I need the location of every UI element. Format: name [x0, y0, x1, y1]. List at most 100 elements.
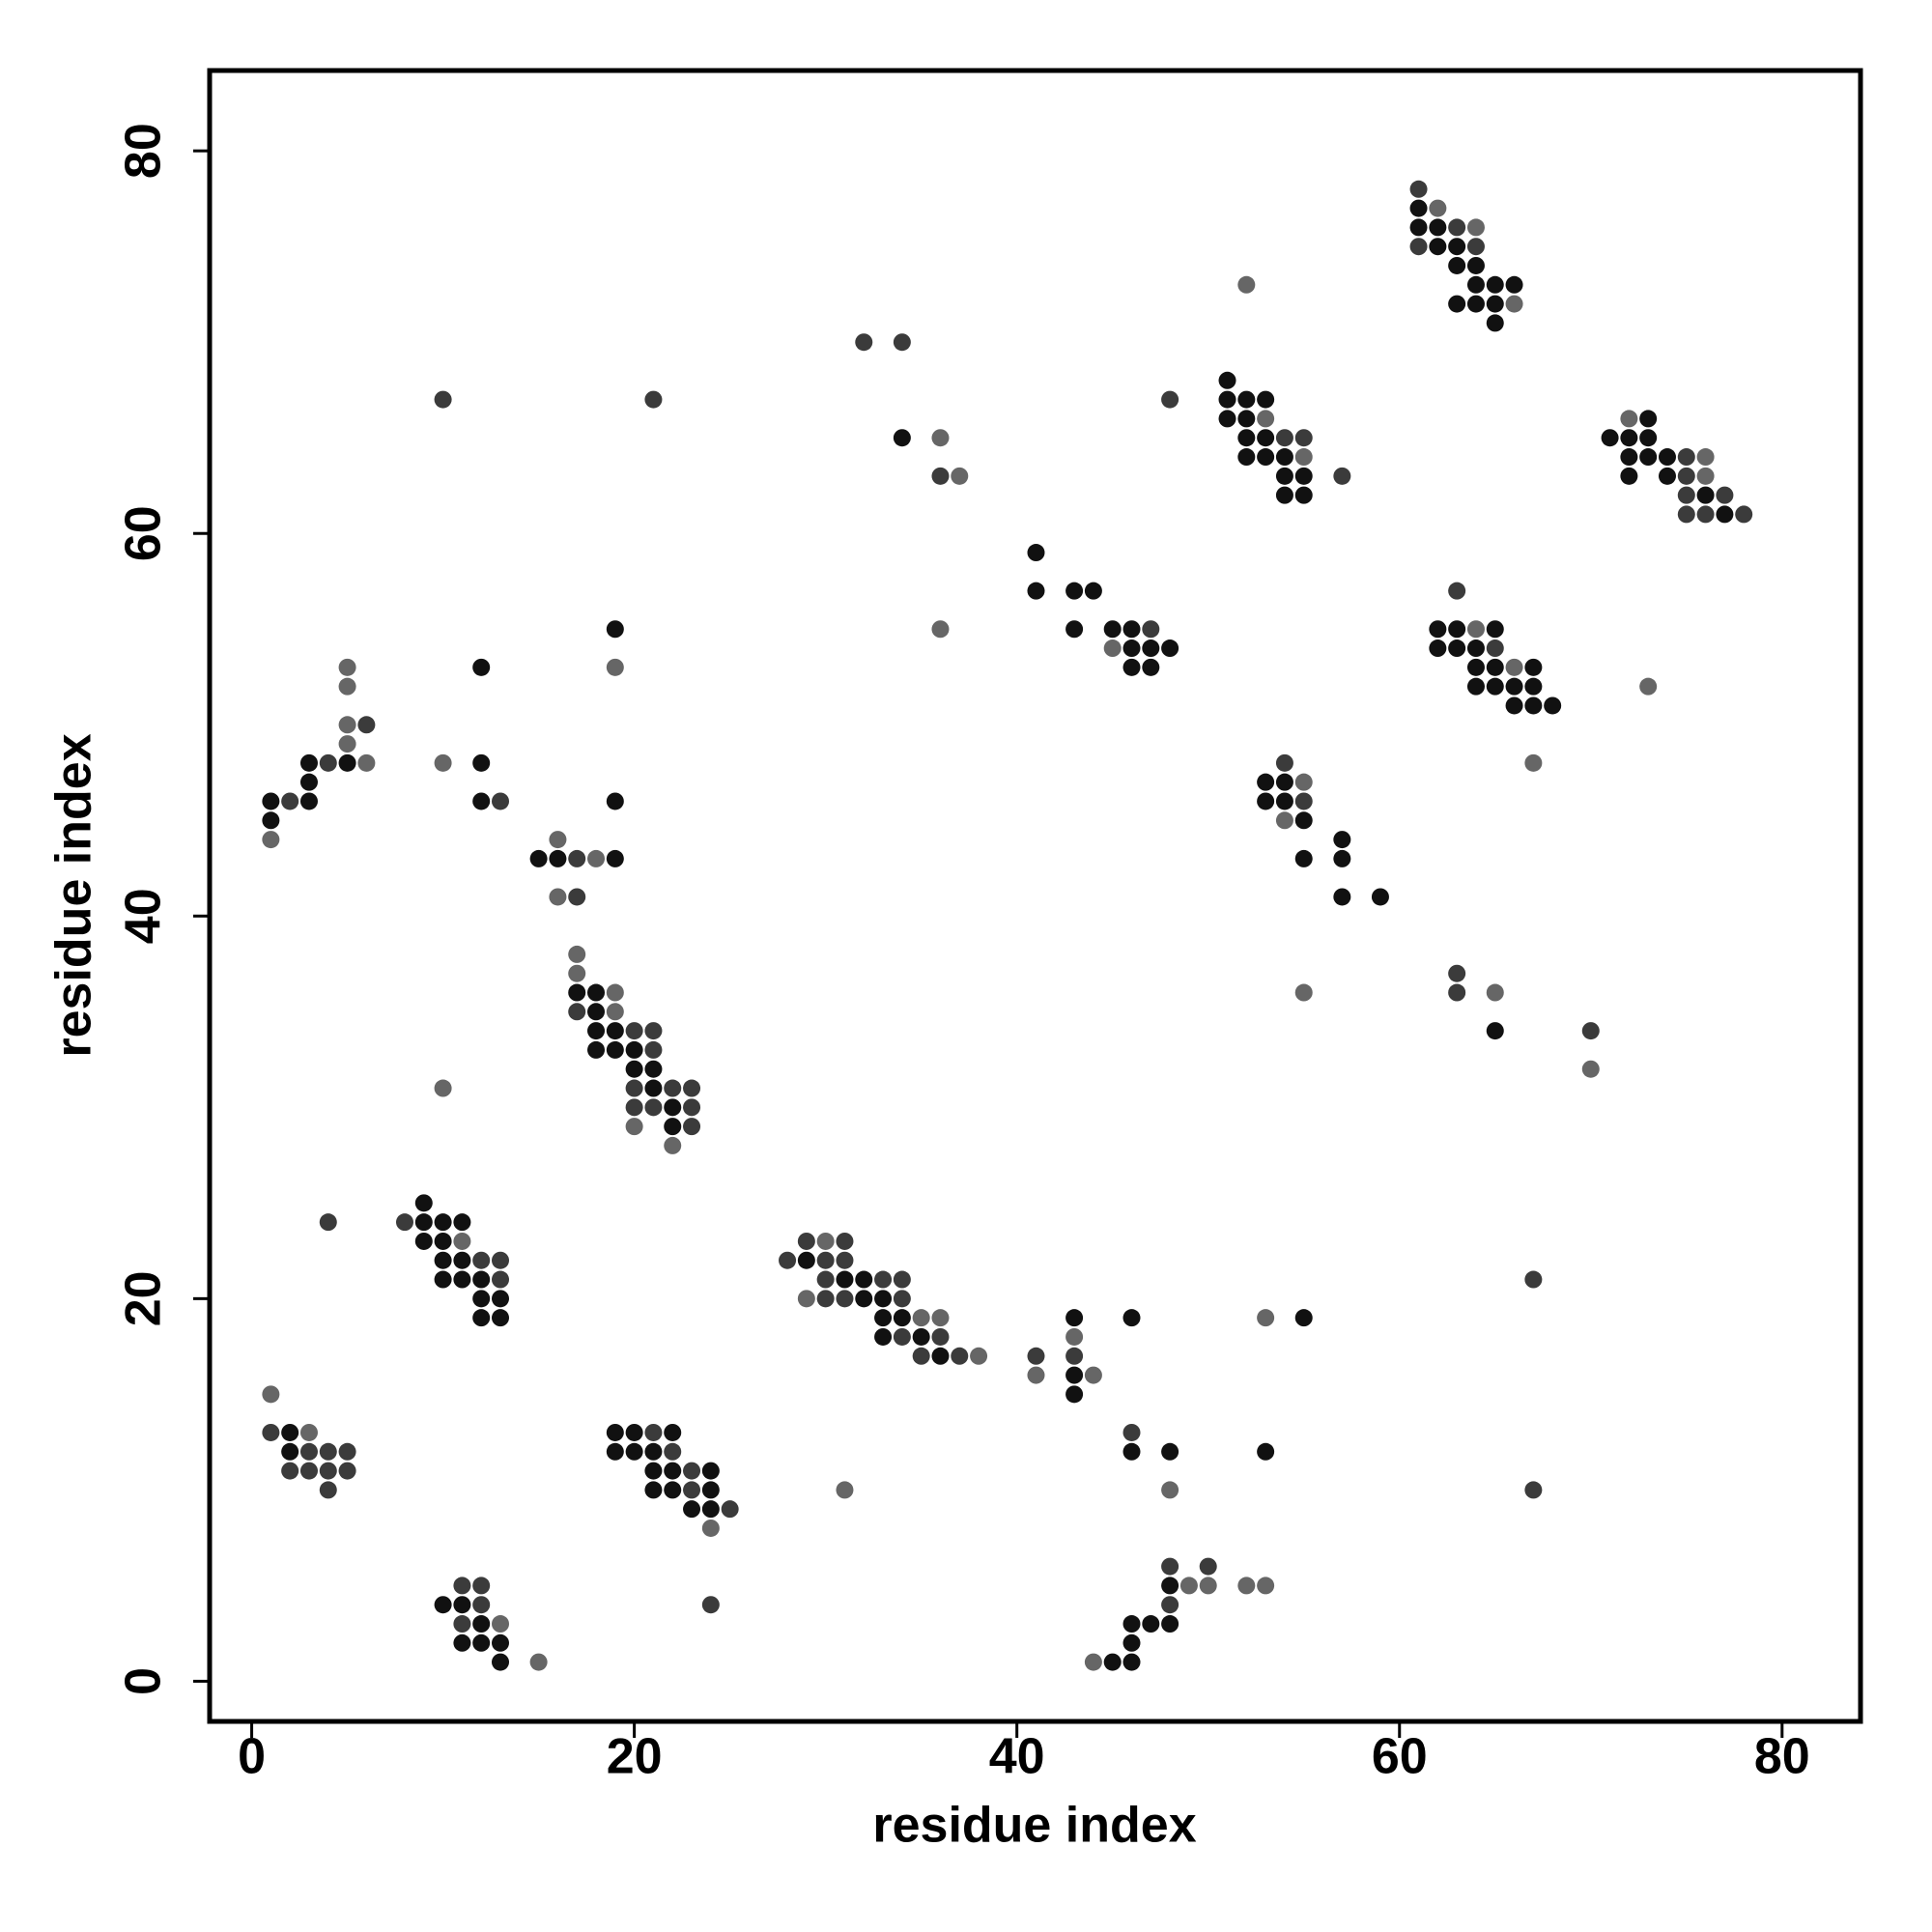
point [1524, 1481, 1543, 1499]
point [1639, 410, 1658, 428]
point [1179, 1577, 1198, 1595]
point [1065, 1309, 1084, 1327]
point [1122, 1634, 1141, 1652]
point [1677, 448, 1695, 467]
point [281, 1462, 299, 1480]
point [893, 1290, 911, 1308]
point [931, 429, 950, 447]
point [1716, 486, 1734, 504]
point [1027, 1347, 1045, 1365]
point [1466, 677, 1485, 696]
point [299, 1462, 318, 1480]
point [1429, 238, 1447, 256]
point [472, 1290, 491, 1308]
point [434, 753, 452, 772]
point [1237, 429, 1256, 447]
point [644, 1481, 663, 1499]
point [683, 1079, 701, 1097]
point [299, 792, 318, 810]
point [1294, 983, 1313, 1002]
point [568, 945, 586, 963]
point [434, 390, 452, 409]
point [338, 735, 356, 753]
point [779, 1251, 797, 1269]
point [1237, 1577, 1256, 1595]
point [1065, 1366, 1084, 1384]
point [319, 1462, 337, 1480]
point [1639, 448, 1658, 467]
y-tick-label: 60 [116, 505, 172, 561]
point [568, 888, 586, 906]
point [1294, 1309, 1313, 1327]
plot-frame [207, 68, 1863, 1724]
point [492, 1251, 510, 1269]
point [664, 1098, 682, 1117]
point [1294, 448, 1313, 467]
point [338, 677, 356, 696]
point [262, 811, 280, 830]
point [1122, 639, 1141, 658]
point [1429, 639, 1447, 658]
point [262, 1423, 280, 1441]
point [492, 792, 510, 810]
point [1122, 1653, 1141, 1671]
point [1581, 1022, 1600, 1040]
point [1122, 1615, 1141, 1634]
y-tick-label: 40 [116, 888, 172, 944]
point [1677, 505, 1695, 524]
point [1027, 582, 1045, 600]
point [797, 1232, 815, 1250]
point [836, 1290, 854, 1308]
point [664, 1423, 682, 1441]
point [414, 1232, 433, 1250]
point [529, 1653, 548, 1671]
point [1448, 256, 1466, 274]
point [1275, 753, 1293, 772]
point [644, 1079, 663, 1097]
point [644, 1423, 663, 1441]
x-tick-label: 0 [238, 1729, 266, 1785]
point [1466, 639, 1485, 658]
point [874, 1327, 893, 1346]
point [453, 1251, 471, 1269]
point [1122, 658, 1141, 676]
point [816, 1251, 835, 1269]
point [701, 1519, 720, 1537]
point [568, 983, 586, 1002]
point [299, 1442, 318, 1461]
point [1466, 620, 1485, 639]
point [1696, 467, 1715, 485]
point [1065, 1347, 1084, 1365]
point [568, 964, 586, 982]
point [1142, 658, 1160, 676]
point [836, 1481, 854, 1499]
point [453, 1270, 471, 1289]
point [1677, 467, 1695, 485]
point [664, 1462, 682, 1480]
point [1122, 620, 1141, 639]
point [1065, 582, 1084, 600]
point [893, 429, 911, 447]
point [855, 1270, 873, 1289]
point [1275, 448, 1293, 467]
point [1735, 505, 1753, 524]
point [1486, 295, 1504, 313]
point [453, 1577, 471, 1595]
x-axis-title: residue index [872, 1798, 1196, 1854]
point [1142, 1615, 1160, 1634]
point [434, 1251, 452, 1269]
point [262, 792, 280, 810]
point [1486, 620, 1504, 639]
point [816, 1232, 835, 1250]
point [874, 1290, 893, 1308]
point [644, 390, 663, 409]
point [1294, 467, 1313, 485]
point [549, 888, 567, 906]
point [1448, 983, 1466, 1002]
point [1218, 371, 1236, 389]
point [606, 1003, 624, 1021]
point [874, 1270, 893, 1289]
point [1084, 1653, 1102, 1671]
point [262, 1385, 280, 1404]
point [912, 1327, 930, 1346]
